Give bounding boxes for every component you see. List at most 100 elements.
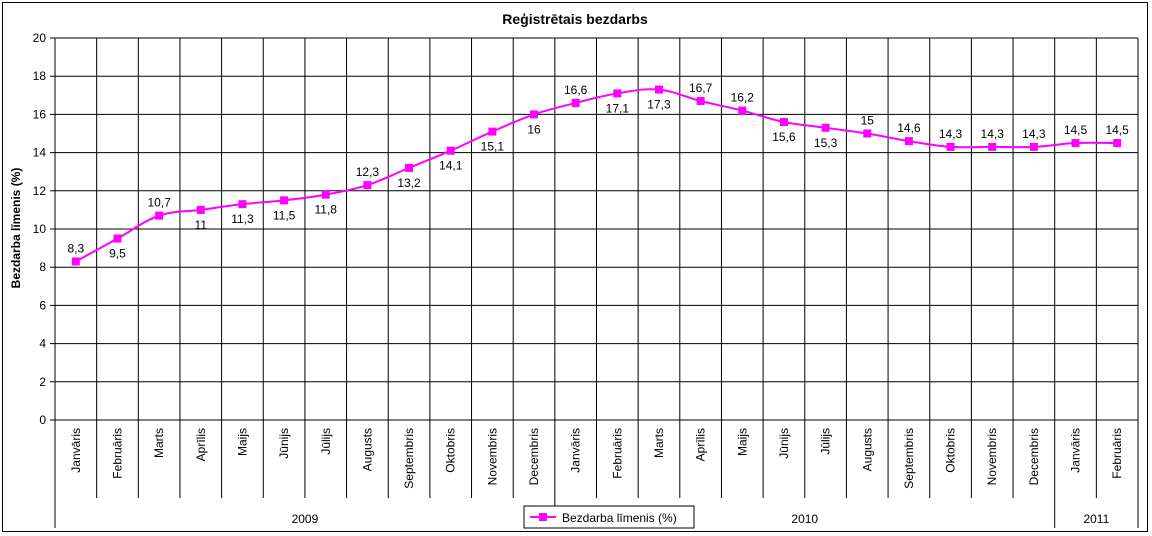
data-point	[696, 97, 705, 106]
data-point	[446, 146, 455, 155]
data-point	[946, 142, 955, 151]
x-tick-label: Augusts	[860, 428, 874, 471]
data-label: 15,1	[481, 140, 505, 154]
y-tick-label: 20	[33, 31, 47, 45]
x-tick-label: Janvāris	[569, 428, 583, 473]
data-label: 15	[861, 114, 875, 128]
x-tick-label: Marts	[652, 428, 666, 458]
data-label: 14,3	[981, 127, 1005, 141]
data-label: 11	[195, 218, 208, 232]
x-tick-label: Novembris	[485, 428, 499, 485]
data-label: 17,3	[647, 98, 671, 112]
data-label: 14,5	[1064, 123, 1088, 137]
data-point	[196, 205, 205, 214]
data-point	[738, 106, 747, 115]
data-label: 14,6	[897, 121, 921, 135]
data-label: 16,2	[731, 91, 755, 105]
data-point	[863, 129, 872, 138]
y-tick-label: 16	[33, 107, 47, 121]
x-tick-label: Februāris	[110, 428, 124, 479]
data-point	[1071, 139, 1080, 148]
year-label: 2011	[1083, 512, 1109, 526]
legend-label: Bezdarba līmenis (%)	[562, 511, 677, 525]
x-tick-label: Novembris	[985, 428, 999, 485]
data-label: 11,3	[231, 212, 254, 226]
data-point	[571, 98, 580, 107]
x-tick-label: Decembris	[1027, 428, 1041, 485]
data-label: 14,5	[1105, 123, 1129, 137]
data-point	[155, 211, 164, 220]
x-tick-label: Marts	[152, 428, 166, 458]
x-tick-label: Oktobris	[944, 428, 958, 473]
x-tick-label: Septembris	[902, 428, 916, 489]
y-tick-label: 4	[39, 337, 46, 351]
year-label: 2009	[292, 512, 319, 526]
x-tick-label: Decembris	[527, 428, 541, 485]
y-tick-label: 12	[33, 184, 47, 198]
y-tick-label: 18	[33, 69, 47, 83]
data-point	[654, 85, 663, 94]
x-tick-label: Maijs	[235, 428, 249, 456]
data-point	[988, 142, 997, 151]
data-point	[904, 137, 913, 146]
legend-marker	[539, 513, 547, 521]
data-label: 14,1	[439, 159, 463, 173]
x-tick-label: Aprīlis	[694, 428, 708, 461]
x-tick-label: Jūlijs	[319, 428, 333, 455]
data-label: 17,1	[606, 101, 630, 115]
data-point	[821, 123, 830, 132]
y-tick-label: 10	[33, 222, 47, 236]
data-point	[321, 190, 330, 199]
data-point	[238, 200, 247, 209]
data-label: 10,7	[147, 196, 171, 210]
y-tick-label: 8	[39, 260, 46, 274]
data-point	[113, 234, 122, 243]
data-point	[1029, 142, 1038, 151]
data-point	[779, 118, 788, 127]
y-tick-label: 0	[39, 413, 46, 427]
x-tick-label: Jūnijs	[777, 428, 791, 459]
chart-title: Reģistrētais bezdarbs	[502, 11, 648, 27]
x-tick-label: Februāris	[610, 428, 624, 479]
data-point	[405, 163, 414, 172]
data-label: 16,7	[689, 81, 713, 95]
data-label: 16,6	[564, 83, 588, 97]
data-label: 16	[527, 122, 541, 136]
data-label: 12,3	[356, 165, 380, 179]
data-label-layer: 8,3 9,5 10,7 11 11,3 11,5 11,8 12,3 13,2 14,1 15,1…	[67, 81, 1129, 261]
axis-layer: 0 2 4 6 8 10 12 14 16 18 20 Janvāris Februāris Marts A…	[33, 31, 1139, 528]
x-tick-label: Oktobris	[444, 428, 458, 473]
data-label: 11,8	[315, 203, 338, 217]
data-point	[613, 89, 622, 98]
x-tick-label: Augusts	[360, 428, 374, 471]
legend-box	[523, 505, 695, 529]
x-tick-label: Aprīlis	[194, 428, 208, 461]
y-tick-label: 6	[39, 298, 46, 312]
x-tick-label: Jūnijs	[277, 428, 291, 459]
x-tick-label: Janvāris	[69, 428, 83, 473]
data-label: 11,5	[273, 208, 296, 222]
data-point	[363, 181, 372, 190]
y-axis-label: Bezdarba līmenis (%)	[9, 168, 23, 289]
y-tick-label: 14	[33, 146, 47, 160]
year-label: 2010	[791, 512, 818, 526]
data-label: 15,3	[814, 136, 838, 150]
data-label: 14,3	[1022, 127, 1046, 141]
data-point	[280, 196, 289, 205]
data-point	[488, 127, 497, 136]
legend: Bezdarba līmenis (%)	[523, 505, 695, 529]
x-tick-label: Februāris	[1110, 428, 1124, 479]
x-tick-label: Jūlijs	[819, 428, 833, 455]
x-tick-label: Maijs	[735, 428, 749, 456]
data-point	[71, 257, 80, 266]
y-tick-label: 2	[39, 375, 46, 389]
x-tick-label: Janvāris	[1069, 428, 1083, 473]
x-tick-label: Septembris	[402, 428, 416, 489]
grid-layer	[54, 37, 1139, 421]
data-point	[530, 110, 539, 119]
data-label: 14,3	[939, 127, 963, 141]
data-label: 9,5	[109, 247, 126, 261]
data-label: 13,2	[397, 176, 421, 190]
